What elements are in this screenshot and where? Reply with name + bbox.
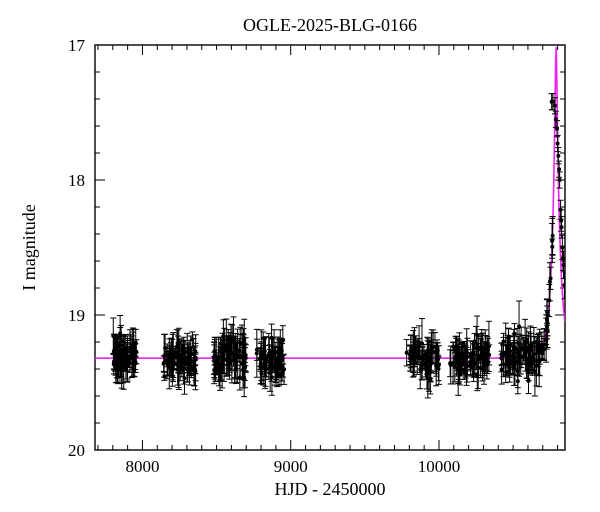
lightcurve-chart: OGLE-2025-BLG-0166 HJD - 2450000 I magnitu…	[0, 0, 600, 512]
y-axis-label: I magnitude	[19, 204, 39, 290]
chart-title: OGLE-2025-BLG-0166	[243, 15, 417, 35]
x-tick-label: 8000	[125, 457, 159, 476]
y-tick-label: 17	[68, 36, 86, 55]
y-tick-label: 20	[68, 441, 85, 460]
y-tick-label: 19	[68, 306, 85, 325]
x-tick-label: 10000	[418, 457, 461, 476]
y-tick-label: 18	[68, 171, 85, 190]
x-axis-label: HJD - 2450000	[275, 479, 386, 499]
x-tick-label: 9000	[274, 457, 308, 476]
